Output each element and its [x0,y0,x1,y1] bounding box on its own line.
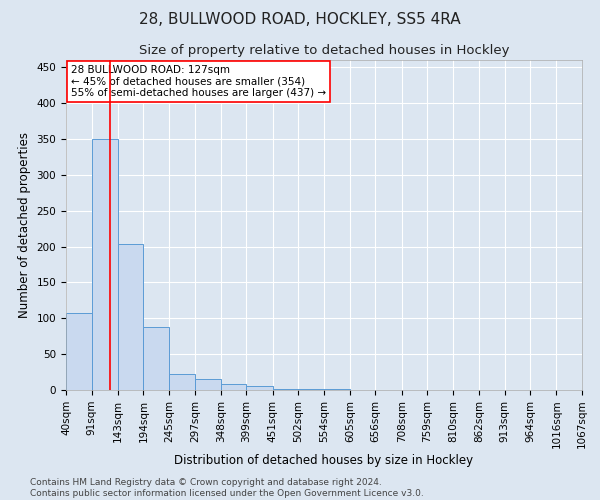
Text: Contains HM Land Registry data © Crown copyright and database right 2024.
Contai: Contains HM Land Registry data © Crown c… [30,478,424,498]
Bar [169,374,195,390]
Text: 28 BULLWOOD ROAD: 127sqm
← 45% of detached houses are smaller (354)
55% of semi-: 28 BULLWOOD ROAD: 127sqm ← 45% of detach… [71,65,326,98]
Bar [221,384,247,390]
Text: 28, BULLWOOD ROAD, HOCKLEY, SS5 4RA: 28, BULLWOOD ROAD, HOCKLEY, SS5 4RA [139,12,461,28]
Bar [92,139,118,390]
Bar [195,379,221,390]
Bar [247,386,272,390]
Title: Size of property relative to detached houses in Hockley: Size of property relative to detached ho… [139,44,509,58]
Bar [66,313,92,390]
Bar [143,327,169,390]
X-axis label: Distribution of detached houses by size in Hockley: Distribution of detached houses by size … [175,454,473,467]
Bar [118,244,143,390]
Bar [272,388,298,390]
Y-axis label: Number of detached properties: Number of detached properties [18,132,31,318]
